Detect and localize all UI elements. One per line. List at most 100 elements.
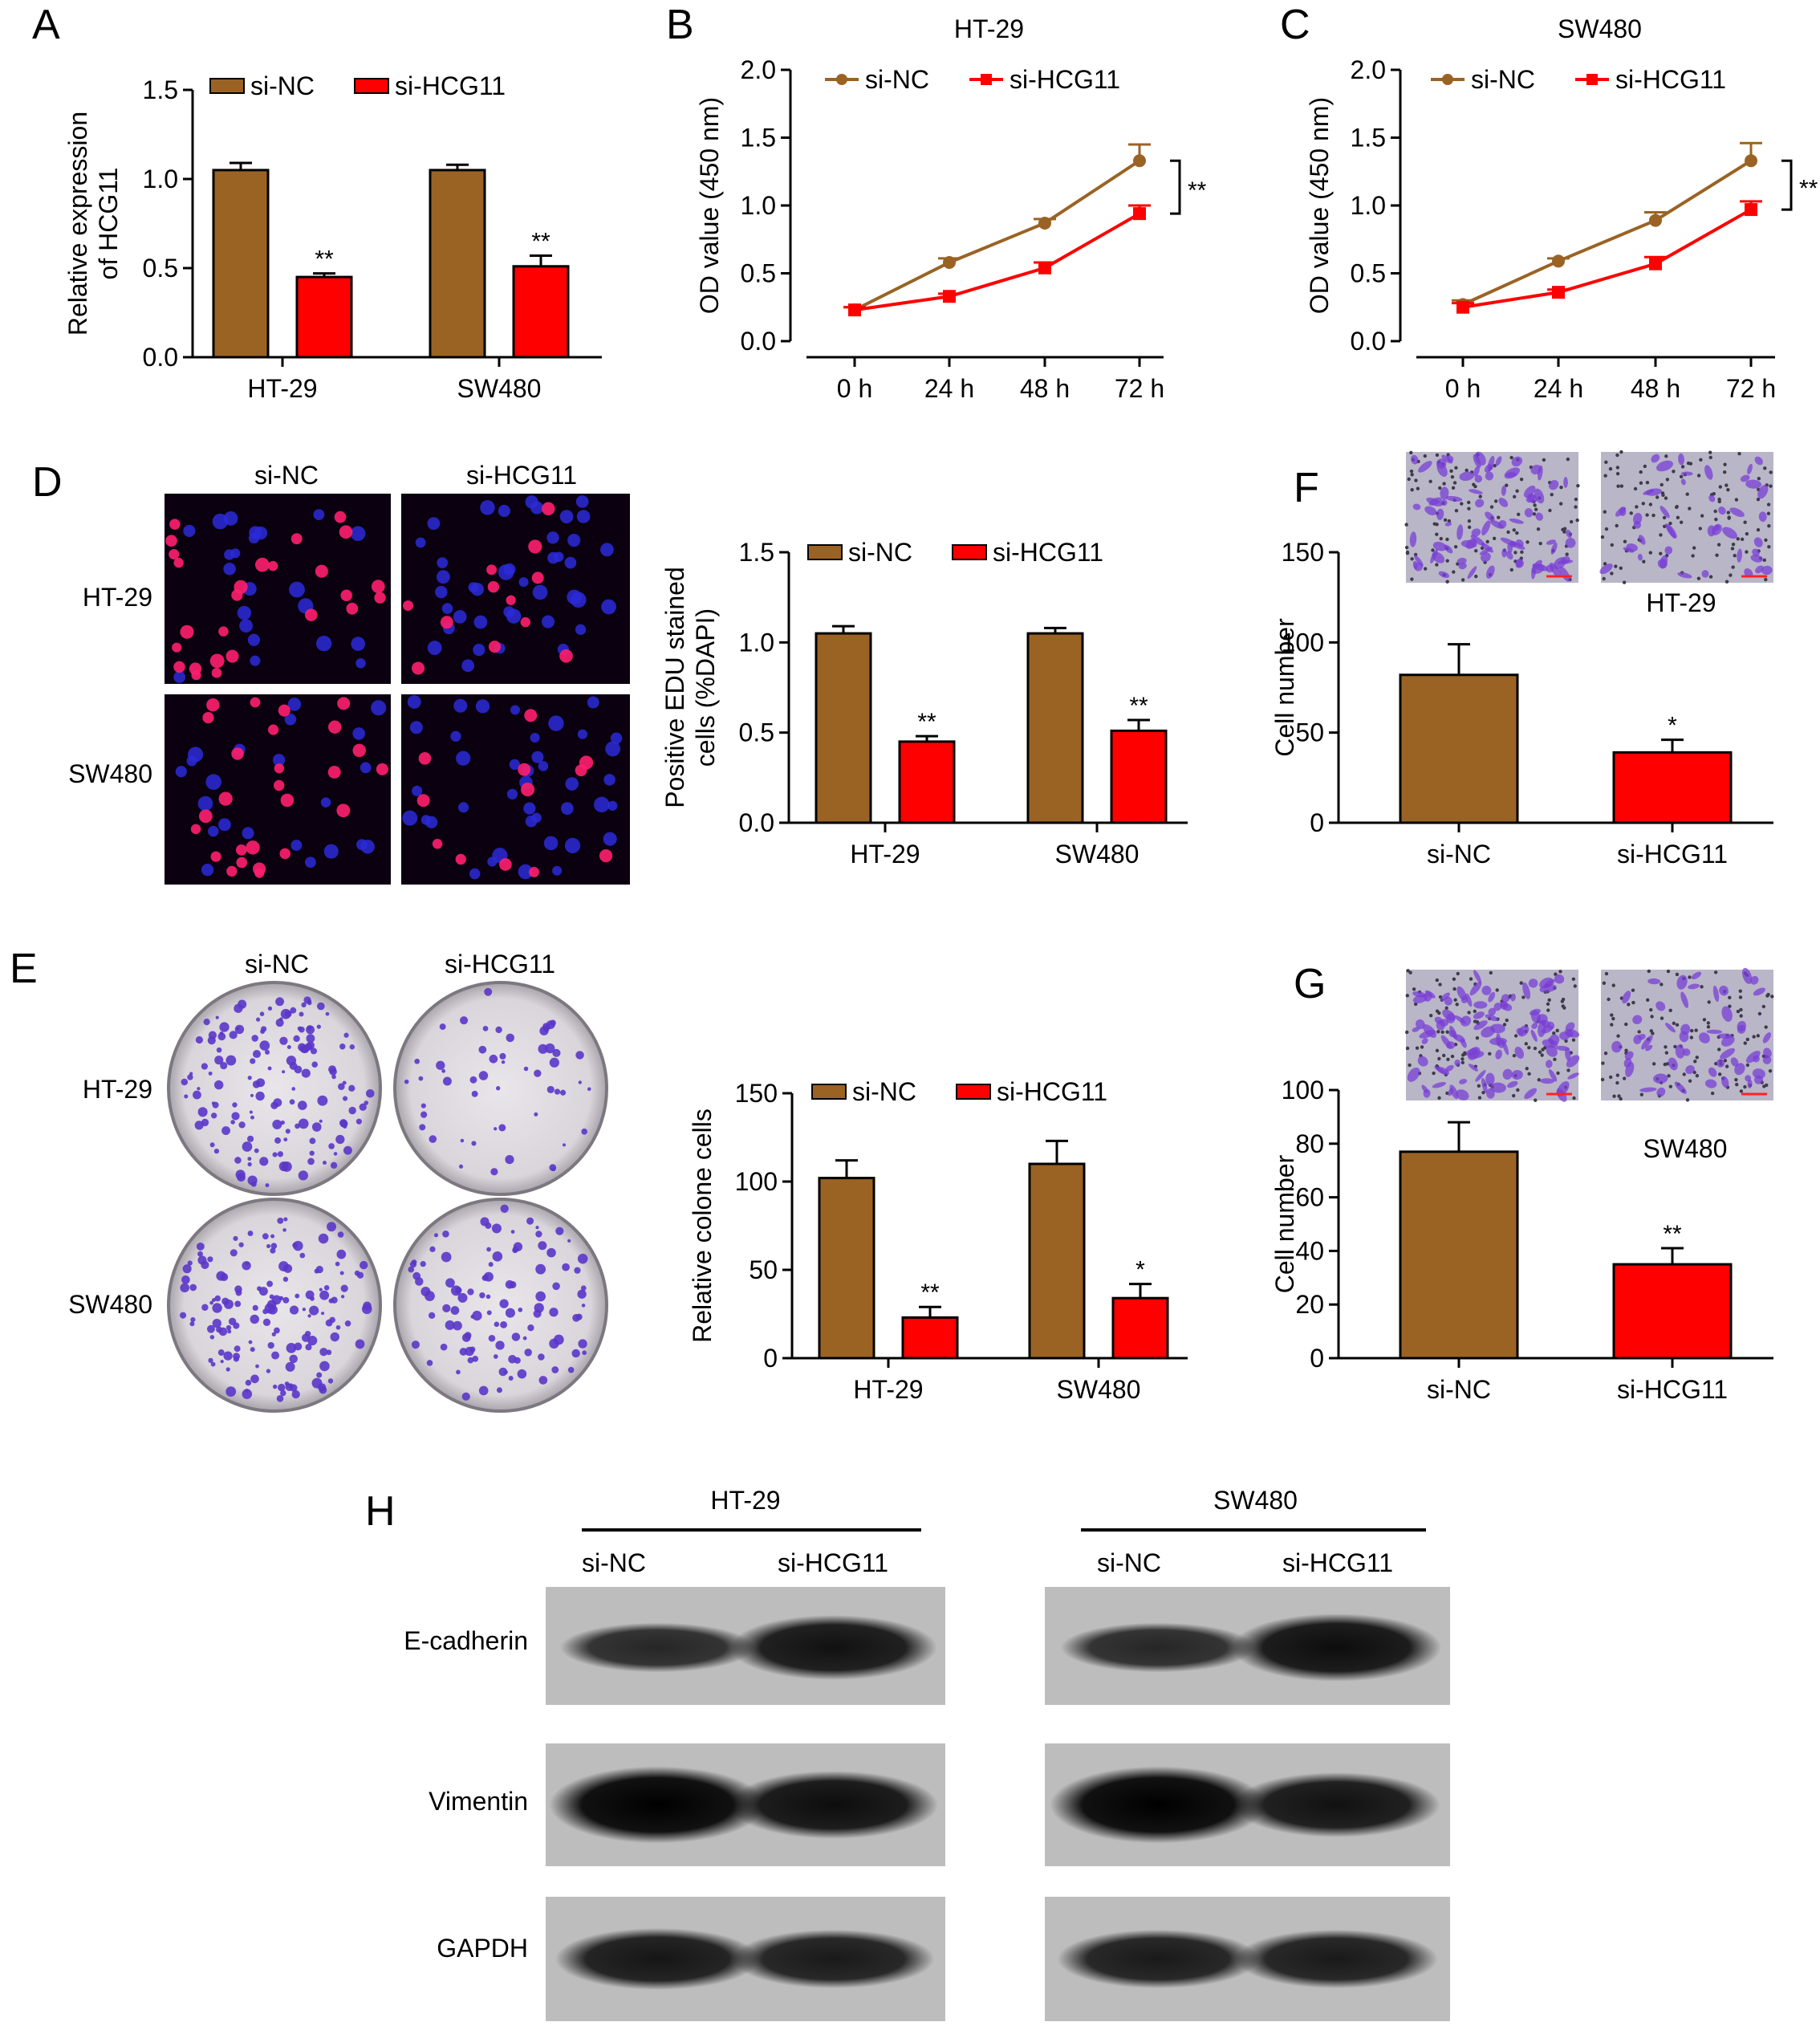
membrane-pore: [1525, 540, 1530, 544]
dapi-nucleus: [407, 695, 421, 709]
colony: [355, 1339, 365, 1349]
cell-line-label: SW480: [1643, 1134, 1728, 1163]
bar-si-NC: [1399, 1150, 1519, 1360]
stained-cell: [1691, 971, 1702, 980]
stained-cell: [1500, 1001, 1509, 1010]
membrane-pore: [1452, 570, 1456, 574]
colony: [225, 1055, 237, 1066]
edu-nucleus: [169, 549, 180, 560]
legend-swatch: [811, 1084, 847, 1100]
colony: [328, 1065, 336, 1074]
colony: [580, 1285, 587, 1292]
stained-cell: [1507, 543, 1513, 553]
colony: [339, 1271, 344, 1275]
colony: [250, 1314, 259, 1324]
colony: [289, 1305, 299, 1315]
significance-bracket: [1170, 159, 1181, 215]
edu-nucleus: [559, 649, 573, 663]
colony: [252, 1304, 258, 1312]
dapi-nucleus: [523, 802, 536, 815]
stained-cell: [1489, 519, 1504, 529]
stained-cell: [1511, 1069, 1523, 1080]
colony: [498, 1124, 506, 1132]
colony: [247, 1161, 252, 1167]
stained-cell: [1753, 537, 1763, 547]
stained-cell: [1718, 506, 1726, 515]
colony: [551, 1366, 559, 1373]
series-line-si-HCG11: [1462, 208, 1752, 309]
protein-band: [1057, 1929, 1260, 1989]
dapi-nucleus: [601, 599, 616, 615]
colony: [217, 1032, 226, 1041]
membrane-pore: [1505, 1018, 1509, 1023]
colony: [425, 1291, 435, 1301]
protein-band: [729, 1615, 937, 1680]
membrane-pore: [1645, 513, 1649, 517]
edu-nucleus: [274, 763, 285, 774]
stained-cell: [1678, 453, 1685, 466]
colony: [325, 1011, 330, 1016]
membrane-pore: [1538, 541, 1542, 546]
colony: [471, 1141, 477, 1146]
colony: [197, 1087, 201, 1091]
membrane-pore: [1571, 1038, 1576, 1042]
colony: [225, 1367, 230, 1372]
stained-cell: [1549, 562, 1562, 578]
colony: [316, 1372, 323, 1378]
bar-si-HCG11: [901, 1316, 959, 1360]
protein-band: [1232, 1613, 1442, 1682]
stained-cell: [1722, 527, 1737, 539]
y-tick-label: 1.0: [1351, 191, 1386, 220]
stained-cell: [1747, 463, 1753, 475]
colony: [238, 1242, 244, 1247]
edu-nucleus: [206, 698, 220, 712]
membrane-pore: [1571, 977, 1576, 981]
colony: [301, 1068, 311, 1078]
membrane-pore: [1668, 1084, 1673, 1088]
membrane-pore: [1623, 539, 1627, 543]
dapi-nucleus: [587, 696, 599, 709]
bar-si-NC: [1028, 1162, 1086, 1360]
membrane-pore: [1649, 1029, 1654, 1033]
colony: [259, 1040, 270, 1051]
y-tick-label: 0.5: [741, 259, 776, 288]
membrane-pore: [1655, 495, 1660, 499]
colony: [484, 987, 493, 996]
dapi-nucleus: [289, 581, 305, 598]
colony: [535, 1291, 546, 1302]
colony: [273, 1098, 282, 1107]
membrane-pore: [1550, 493, 1554, 497]
membrane-pore: [1534, 507, 1538, 511]
membrane-pore: [1611, 1016, 1615, 1021]
stained-cell: [1698, 1032, 1710, 1043]
legend-swatch: [956, 1084, 991, 1100]
membrane-pore: [1617, 1094, 1621, 1098]
stained-cell: [1611, 1040, 1622, 1053]
membrane-pore: [1769, 470, 1773, 474]
membrane-pore: [1572, 1096, 1576, 1100]
membrane-pore: [1624, 1022, 1628, 1027]
colony: [322, 1160, 327, 1166]
edu-nucleus: [334, 511, 347, 523]
legend-swatch: [807, 544, 843, 560]
significance-mark: **: [315, 246, 334, 273]
data-point: [848, 303, 861, 317]
significance-mark: **: [920, 1279, 940, 1306]
stained-cell: [1473, 1020, 1488, 1031]
stained-cell: [1440, 992, 1450, 1002]
colony: [567, 1366, 575, 1373]
dapi-nucleus: [412, 785, 423, 796]
colony: [562, 1263, 570, 1271]
stained-cell: [1465, 993, 1473, 1007]
membrane-pore: [1728, 995, 1732, 1000]
dapi-nucleus: [518, 864, 534, 880]
colony: [414, 1058, 420, 1064]
stained-cell: [1495, 1049, 1502, 1060]
colony: [292, 1243, 298, 1248]
stained-cell: [1668, 1057, 1678, 1071]
membrane-pore: [1752, 1035, 1756, 1039]
membrane-pore: [1695, 1056, 1699, 1060]
stained-cell: [1546, 1021, 1555, 1030]
stained-cell: [1685, 1065, 1695, 1075]
colony: [478, 1045, 487, 1054]
